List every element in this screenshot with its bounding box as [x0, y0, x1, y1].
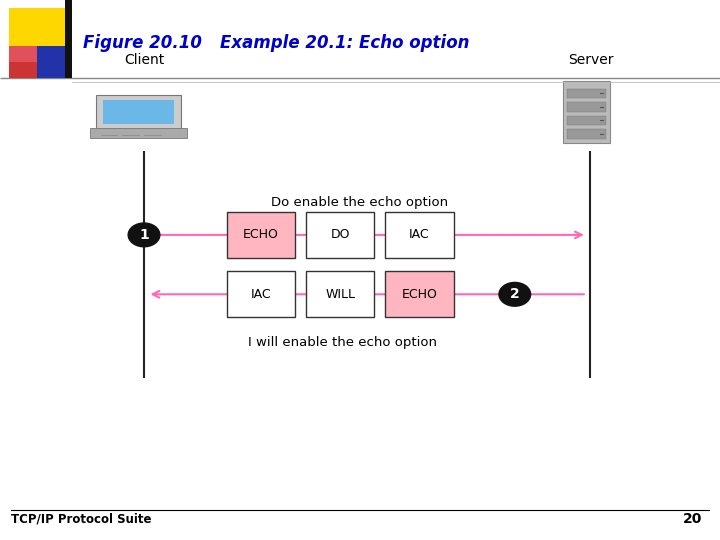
Text: 1: 1 [139, 228, 149, 242]
FancyBboxPatch shape [567, 89, 606, 98]
FancyBboxPatch shape [9, 8, 65, 50]
FancyBboxPatch shape [9, 46, 37, 78]
FancyBboxPatch shape [65, 0, 72, 78]
Text: I will enable the echo option: I will enable the echo option [248, 336, 436, 349]
FancyBboxPatch shape [567, 102, 606, 112]
FancyBboxPatch shape [385, 271, 454, 317]
FancyBboxPatch shape [567, 116, 606, 125]
FancyBboxPatch shape [306, 271, 374, 317]
Text: Do enable the echo option: Do enable the echo option [271, 196, 449, 209]
Text: Client: Client [124, 53, 164, 68]
Text: WILL: WILL [325, 288, 355, 301]
FancyBboxPatch shape [227, 212, 295, 258]
Text: Figure 20.10: Figure 20.10 [83, 34, 202, 52]
Text: 2: 2 [510, 287, 520, 301]
FancyBboxPatch shape [103, 100, 174, 124]
FancyBboxPatch shape [25, 46, 65, 78]
FancyBboxPatch shape [96, 94, 181, 129]
Text: IAC: IAC [409, 228, 430, 241]
Circle shape [128, 223, 160, 247]
Text: ECHO: ECHO [243, 228, 279, 241]
Text: Example 20.1: Echo option: Example 20.1: Echo option [220, 34, 469, 52]
Text: IAC: IAC [251, 288, 271, 301]
Text: 20: 20 [683, 512, 702, 526]
FancyBboxPatch shape [385, 212, 454, 258]
FancyBboxPatch shape [90, 128, 187, 138]
FancyBboxPatch shape [563, 81, 610, 143]
FancyBboxPatch shape [306, 212, 374, 258]
Text: TCP/IP Protocol Suite: TCP/IP Protocol Suite [11, 513, 151, 526]
Text: Server: Server [567, 53, 613, 68]
FancyBboxPatch shape [227, 271, 295, 317]
FancyBboxPatch shape [567, 129, 606, 139]
Circle shape [499, 282, 531, 306]
Text: ECHO: ECHO [402, 288, 437, 301]
Text: DO: DO [330, 228, 350, 241]
FancyBboxPatch shape [9, 46, 37, 62]
